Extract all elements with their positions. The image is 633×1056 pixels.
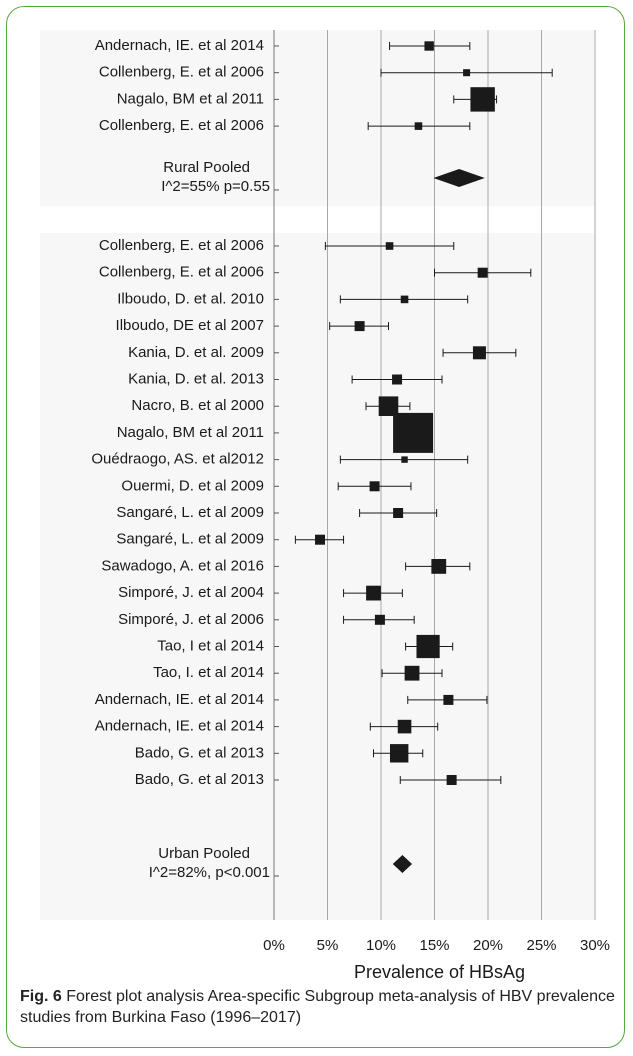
study-label: Tao, I et al 2014 (157, 637, 264, 654)
study-label: Bado, G. et al 2013 (135, 771, 264, 788)
study-marker (424, 41, 434, 51)
x-tick-label: 30% (580, 937, 610, 954)
study-marker (472, 346, 486, 360)
study-marker (401, 456, 408, 463)
pooled-diamond (392, 855, 413, 873)
study-marker (366, 585, 381, 601)
study-marker (393, 508, 404, 518)
study-label: Simporé, J. et al 2004 (118, 584, 264, 601)
study-label: Collenberg, E. et al 2006 (99, 117, 264, 134)
study-label: Sawadogo, A. et al 2016 (101, 557, 264, 574)
study-label: Bado, G. et al 2013 (135, 744, 264, 761)
study-label: Nacro, B. et al 2000 (131, 397, 264, 414)
pooled-stats: I^2=55% p=0.55 (161, 178, 270, 195)
x-tick-label: 10% (366, 937, 396, 954)
x-tick-label: 0% (263, 937, 285, 954)
study-label: Ouédraogo, AS. et al2012 (91, 451, 264, 468)
figure-caption: Fig. 6 Forest plot analysis Area-specifi… (20, 986, 620, 1028)
panel-background-1 (40, 30, 595, 206)
study-marker (404, 665, 420, 681)
x-axis-title: Prevalence of HBsAg (354, 962, 525, 982)
pooled-label: Rural Pooled (163, 159, 250, 176)
x-tick-label: 25% (526, 937, 556, 954)
pooled-diamond (433, 169, 485, 187)
x-tick-label: 20% (473, 937, 503, 954)
study-marker (389, 744, 409, 763)
study-label: Collenberg, E. et al 2006 (99, 64, 264, 81)
study-marker (414, 122, 423, 130)
study-label: Sangaré, L. et al 2009 (116, 504, 264, 521)
study-label: Sangaré, L. et al 2009 (116, 531, 264, 548)
x-tick-label: 5% (317, 937, 339, 954)
study-marker (400, 295, 409, 304)
study-label: Collenberg, E. et al 2006 (99, 237, 264, 254)
study-label: Ilboudo, DE et al 2007 (116, 317, 264, 334)
study-marker (369, 481, 380, 492)
pooled-label: Urban Pooled (158, 845, 250, 862)
study-marker (470, 87, 495, 112)
study-label: Nagalo, BM et al 2011 (117, 90, 264, 107)
study-marker (477, 267, 488, 278)
study-marker (374, 614, 385, 625)
study-marker (416, 634, 440, 659)
study-marker (463, 69, 471, 77)
study-label: Andernach, IE. et al 2014 (95, 691, 264, 708)
figure-label: Fig. 6 (20, 988, 62, 1005)
study-label: Kania, D. et al. 2009 (128, 344, 264, 361)
study-marker (397, 719, 412, 734)
study-marker (393, 412, 434, 453)
study-label: Ilboudo, D. et al. 2010 (117, 290, 264, 307)
study-label: Tao, I. et al 2014 (153, 664, 264, 681)
pooled-stats: I^2=82%, p<0.001 (149, 864, 270, 881)
study-label: Collenberg, E. et al 2006 (99, 264, 264, 281)
study-marker (315, 534, 326, 545)
study-label: Andernach, IE. et al 2014 (95, 718, 264, 735)
study-label: Nagalo, BM et al 2011 (117, 424, 264, 441)
study-marker (385, 242, 394, 250)
study-label: Kania, D. et al. 2013 (128, 370, 264, 387)
study-label: Ouermi, D. et al 2009 (121, 477, 264, 494)
x-tick-label: 15% (419, 937, 449, 954)
study-marker (354, 321, 365, 332)
study-marker (446, 775, 457, 785)
study-marker (431, 559, 447, 574)
study-marker (378, 396, 399, 416)
study-marker (443, 694, 454, 705)
study-marker (392, 374, 403, 385)
caption-text: Forest plot analysis Area-specific Subgr… (20, 988, 615, 1026)
panel-background-2 (40, 233, 595, 920)
study-label: Simporé, J. et al 2006 (118, 611, 264, 628)
study-label: Andernach, IE. et al 2014 (95, 37, 264, 54)
